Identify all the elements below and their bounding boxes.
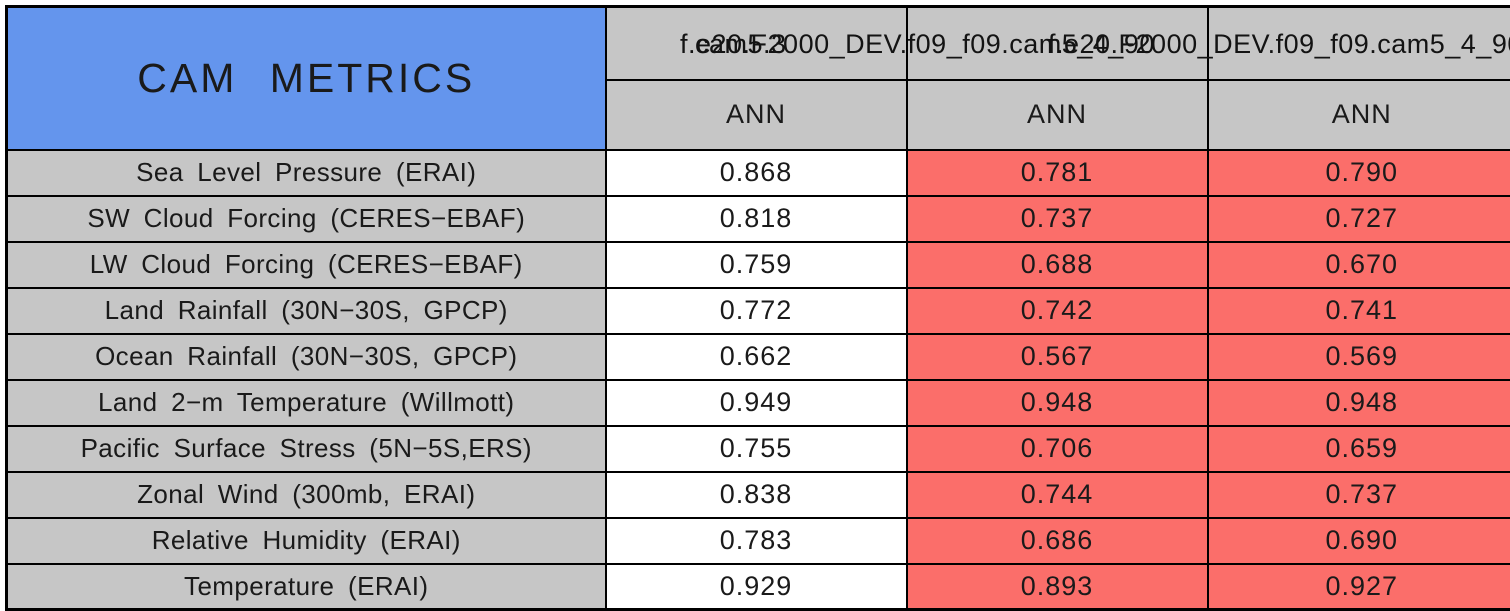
metric-label-cell: Pacific Surface Stress (5N−5S,ERS): [5, 424, 607, 473]
table-row: Ocean Rainfall (30N−30S, GPCP) 0.662 0.5…: [5, 332, 1510, 381]
metric-label-cell: Sea Level Pressure (ERAI): [5, 148, 607, 197]
table-row: LW Cloud Forcing (CERES−EBAF) 0.759 0.68…: [5, 240, 1510, 289]
metric-value-cell: 0.737: [1206, 470, 1510, 519]
metric-value-cell: 0.759: [604, 240, 908, 289]
metric-value-cell: 0.755: [604, 424, 908, 473]
table-row: Zonal Wind (300mb, ERAI) 0.838 0.744 0.7…: [5, 470, 1510, 519]
metric-label-cell: Temperature (ERAI): [5, 562, 607, 611]
metric-value-cell: 0.567: [905, 332, 1209, 381]
table-row: SW Cloud Forcing (CERES−EBAF) 0.818 0.73…: [5, 194, 1510, 243]
metric-value-cell: 0.741: [1206, 286, 1510, 335]
metrics-table: CAM METRICS ANN ANN ANN Sea Level Pressu…: [5, 5, 1510, 611]
metric-value-cell: 0.818: [604, 194, 908, 243]
metric-value-cell: 0.688: [905, 240, 1209, 289]
season-header-row: ANN ANN ANN: [7, 78, 1510, 151]
season-header-cell-2: ANN: [905, 78, 1209, 151]
metric-label-cell: Land Rainfall (30N−30S, GPCP): [5, 286, 607, 335]
metric-value-cell: 0.706: [905, 424, 1209, 473]
metric-value-cell: 0.670: [1206, 240, 1510, 289]
metric-label-cell: Zonal Wind (300mb, ERAI): [5, 470, 607, 519]
metric-label-cell: LW Cloud Forcing (CERES−EBAF): [5, 240, 607, 289]
metric-value-cell: 0.948: [1206, 378, 1510, 427]
case-header-cell-2: [905, 5, 1209, 81]
table-row: Land Rainfall (30N−30S, GPCP) 0.772 0.74…: [5, 286, 1510, 335]
metric-value-cell: 0.838: [604, 470, 908, 519]
case-header-cell-3: [1206, 5, 1510, 81]
table-row: Temperature (ERAI) 0.929 0.893 0.927: [5, 562, 1510, 611]
table-title-cell: CAM METRICS: [5, 5, 607, 151]
metric-value-cell: 0.781: [905, 148, 1209, 197]
case-header-cell-1: [604, 5, 908, 81]
season-header-cell-3: ANN: [1206, 78, 1510, 151]
metric-value-cell: 0.569: [1206, 332, 1510, 381]
metric-label-cell: SW Cloud Forcing (CERES−EBAF): [5, 194, 607, 243]
metric-value-cell: 0.868: [604, 148, 908, 197]
metric-value-cell: 0.742: [905, 286, 1209, 335]
metric-value-cell: 0.686: [905, 516, 1209, 565]
metric-value-cell: 0.744: [905, 470, 1209, 519]
metric-value-cell: 0.948: [905, 378, 1209, 427]
metric-value-cell: 0.690: [1206, 516, 1510, 565]
metric-value-cell: 0.772: [604, 286, 908, 335]
table-row: Land 2−m Temperature (Willmott) 0.949 0.…: [5, 378, 1510, 427]
metric-value-cell: 0.790: [1206, 148, 1510, 197]
table-row: Sea Level Pressure (ERAI) 0.868 0.781 0.…: [5, 148, 1510, 197]
table-title: CAM METRICS: [137, 54, 476, 101]
metric-value-cell: 0.737: [905, 194, 1209, 243]
metric-value-cell: 0.783: [604, 516, 908, 565]
metric-label-cell: Ocean Rainfall (30N−30S, GPCP): [5, 332, 607, 381]
case-header-row: CAM METRICS: [5, 5, 1510, 151]
metric-value-cell: 0.893: [905, 562, 1209, 611]
metric-value-cell: 0.662: [604, 332, 908, 381]
season-header-cell-1: ANN: [604, 78, 908, 151]
metric-value-cell: 0.929: [604, 562, 908, 611]
table-row: Relative Humidity (ERAI) 0.783 0.686 0.6…: [5, 516, 1510, 565]
metric-value-cell: 0.727: [1206, 194, 1510, 243]
metric-value-cell: 0.659: [1206, 424, 1510, 473]
metric-value-cell: 0.927: [1206, 562, 1510, 611]
metric-label-cell: Land 2−m Temperature (Willmott): [5, 378, 607, 427]
metric-value-cell: 0.949: [604, 378, 908, 427]
metric-label-cell: Relative Humidity (ERAI): [5, 516, 607, 565]
table-row: Pacific Surface Stress (5N−5S,ERS) 0.755…: [5, 424, 1510, 473]
